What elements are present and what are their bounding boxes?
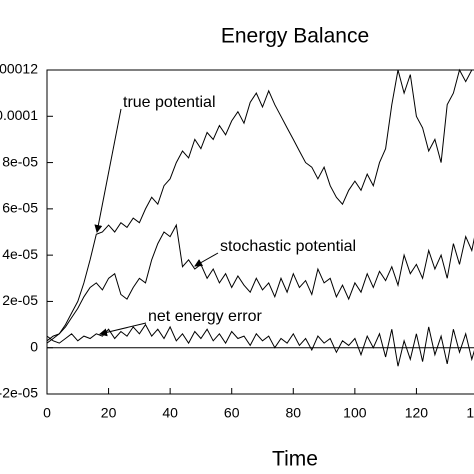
x-tick-label: 60 <box>224 405 240 421</box>
x-tick-label: 0 <box>43 405 51 421</box>
y-tick-label: -2e-05 <box>0 385 38 401</box>
x-axis-label: Time <box>272 448 318 471</box>
y-tick-label: 0 <box>30 338 38 354</box>
y-tick-label: 2e-05 <box>2 292 38 308</box>
y-tick-label: 6e-05 <box>2 200 38 216</box>
x-tick-label: 100 <box>343 405 367 421</box>
annotation: true potential <box>123 94 216 111</box>
series-line <box>46 68 474 342</box>
series-line <box>46 323 474 367</box>
x-tick-label: 120 <box>405 405 429 421</box>
y-tick-label: 0.0001 <box>0 107 38 123</box>
y-tick-label: 4e-05 <box>2 246 38 262</box>
y-tick-label: 0.00012 <box>0 61 38 77</box>
x-tick-label: 40 <box>162 405 178 421</box>
chart-title: Energy Balance <box>221 25 369 48</box>
annotation-arrow <box>99 322 147 337</box>
x-tick-label: 20 <box>101 405 117 421</box>
annotation: net energy error <box>148 308 263 325</box>
y-tick-label: 8e-05 <box>2 153 38 169</box>
annotation: stochastic potential <box>220 238 356 255</box>
plot-frame <box>46 69 474 395</box>
annotation-arrow <box>194 252 219 267</box>
x-tick-label: 80 <box>285 405 301 421</box>
x-tick-label: 140 <box>466 405 474 421</box>
annotation-arrow <box>94 108 122 233</box>
series-line <box>46 223 474 344</box>
